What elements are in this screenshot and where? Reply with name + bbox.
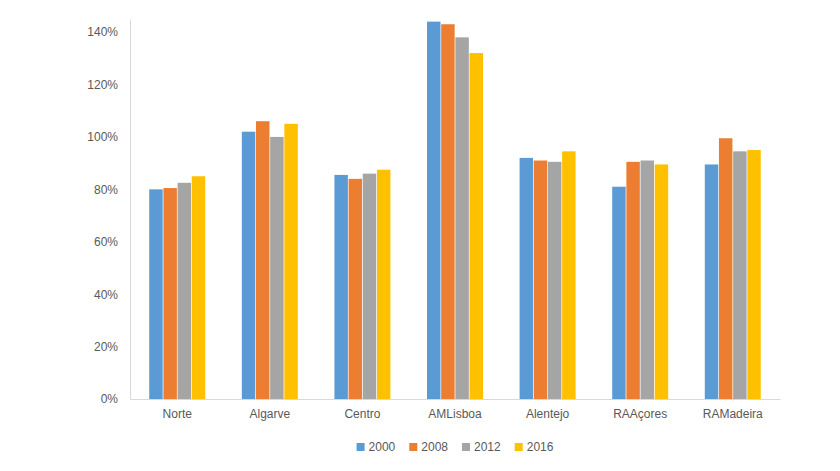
bar <box>441 24 454 399</box>
y-tick: 0% <box>101 392 130 406</box>
bar <box>149 189 162 399</box>
legend-swatch <box>515 443 523 451</box>
legend-item: 2016 <box>515 440 554 454</box>
chart: 0% 20% 40% 60% 80% 100% 120% 140% Norte Algarve Ce… <box>0 0 840 471</box>
bar <box>349 179 362 399</box>
y-tick-label: 60% <box>94 235 118 249</box>
y-tick-label: 40% <box>94 288 118 302</box>
y-axis: 0% 20% 40% 60% 80% 100% 120% 140% <box>87 20 130 407</box>
bar <box>747 150 760 399</box>
y-tick-label: 120% <box>87 78 118 92</box>
bar <box>548 162 561 399</box>
x-axis: Norte Algarve Centro AMLisboa Alentejo RAAçor… <box>131 399 781 421</box>
x-tick: Algarve <box>249 399 290 421</box>
bar <box>270 137 283 399</box>
y-tick: 20% <box>94 340 130 354</box>
x-tick: RAAçores <box>613 399 667 421</box>
x-tick-label: Alentejo <box>526 407 570 421</box>
legend-swatch <box>409 443 417 451</box>
x-tick-label: RAAçores <box>613 407 667 421</box>
bar <box>641 161 654 399</box>
y-tick: 60% <box>94 235 130 249</box>
y-tick: 120% <box>87 78 130 92</box>
bar <box>520 158 533 399</box>
bar <box>377 170 390 399</box>
bar <box>470 53 483 399</box>
bar <box>705 164 718 399</box>
y-tick: 40% <box>94 288 130 302</box>
bar <box>626 162 639 399</box>
legend-item: 2000 <box>357 440 396 454</box>
y-tick: 80% <box>94 183 130 197</box>
legend-label: 2000 <box>369 440 396 454</box>
x-tick: Alentejo <box>526 399 570 421</box>
y-tick-label: 0% <box>101 392 119 406</box>
bar <box>163 188 176 399</box>
legend-label: 2012 <box>474 440 501 454</box>
bar <box>612 187 625 399</box>
x-tick-label: Algarve <box>249 407 290 421</box>
y-axis-line <box>130 20 131 400</box>
bar <box>334 175 347 399</box>
x-tick-label: Norte <box>163 407 193 421</box>
x-tick: Centro <box>344 399 380 421</box>
plot: 0% 20% 40% 60% 80% 100% 120% 140% Norte Algarve Ce… <box>87 20 780 421</box>
bar <box>719 138 732 399</box>
y-tick: 100% <box>87 130 130 144</box>
x-tick: RAMadeira <box>703 399 763 421</box>
x-tick-label: RAMadeira <box>703 407 763 421</box>
series <box>178 37 747 399</box>
x-axis-line <box>131 399 781 400</box>
legend-label: 2008 <box>421 440 448 454</box>
legend: 2000 2008 2012 2016 <box>357 440 554 454</box>
bar <box>455 37 468 399</box>
legend-label: 2016 <box>527 440 554 454</box>
bar <box>256 121 269 399</box>
bars <box>149 22 761 399</box>
legend-swatch <box>462 443 470 451</box>
bar <box>178 183 191 399</box>
y-tick-label: 100% <box>87 130 118 144</box>
bar <box>534 161 547 399</box>
bar <box>562 151 575 399</box>
series <box>192 53 761 399</box>
bar <box>733 151 746 399</box>
bar <box>192 176 205 399</box>
legend-item: 2012 <box>462 440 501 454</box>
series <box>163 24 732 399</box>
legend-swatch <box>357 443 365 451</box>
bar <box>242 132 255 399</box>
y-tick: 140% <box>87 25 130 39</box>
legend-item: 2008 <box>409 440 448 454</box>
bar <box>427 22 440 399</box>
bar <box>655 164 668 399</box>
x-tick: AMLisboa <box>428 399 482 421</box>
y-tick-label: 20% <box>94 340 118 354</box>
bar <box>363 174 376 399</box>
x-tick-label: AMLisboa <box>428 407 482 421</box>
bar <box>284 124 297 399</box>
series <box>149 22 718 399</box>
y-tick-label: 140% <box>87 25 118 39</box>
x-tick: Norte <box>163 399 193 421</box>
x-tick-label: Centro <box>344 407 380 421</box>
y-tick-label: 80% <box>94 183 118 197</box>
